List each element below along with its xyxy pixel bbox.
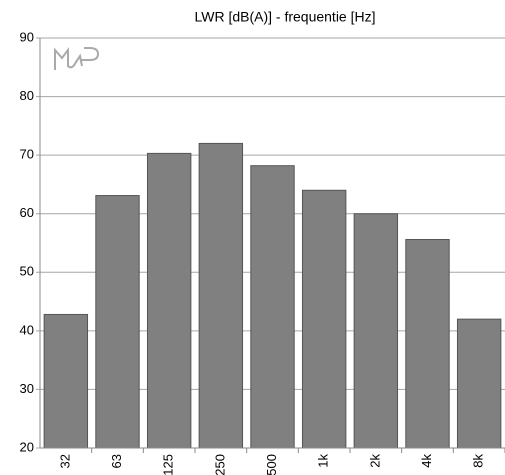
y-tick-label: 90 xyxy=(20,29,34,44)
logo xyxy=(54,47,100,70)
x-tick-label: 250 xyxy=(212,454,227,475)
x-tick-label: 4k xyxy=(419,454,434,468)
bar xyxy=(198,142,244,449)
x-tick-label: 2k xyxy=(367,454,382,468)
y-tick-label: 50 xyxy=(20,264,34,279)
y-tick-label: 20 xyxy=(20,439,34,454)
y-tick-label: 70 xyxy=(20,147,34,162)
bar xyxy=(250,165,295,449)
chart-title: LWR [dB(A)] - frequentie [Hz] xyxy=(194,9,375,25)
x-tick-label: 8k xyxy=(471,454,486,468)
y-tick-label: 30 xyxy=(20,381,34,396)
y-tick-label: 60 xyxy=(20,205,34,220)
bar xyxy=(146,152,192,449)
y-tick-label: 80 xyxy=(20,88,34,103)
bar xyxy=(301,189,347,449)
bar xyxy=(43,313,89,449)
bar xyxy=(95,195,140,449)
x-tick-label: 32 xyxy=(57,454,72,468)
bar xyxy=(456,318,502,449)
x-tick-label: 63 xyxy=(109,454,124,468)
x-tick-label: 1k xyxy=(316,454,331,468)
x-tick-label: 125 xyxy=(161,454,176,475)
x-tick-label: 500 xyxy=(264,454,279,475)
bar xyxy=(353,213,399,449)
bar xyxy=(405,238,450,449)
y-tick-label: 40 xyxy=(20,322,34,337)
